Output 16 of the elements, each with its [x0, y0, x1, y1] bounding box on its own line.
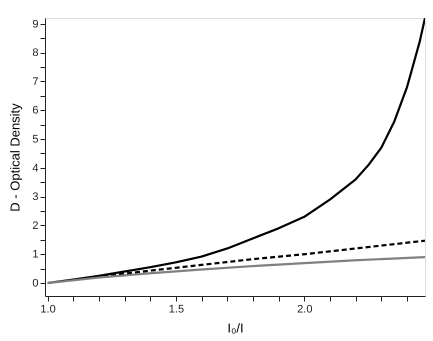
y-tick-label: 4	[32, 162, 38, 174]
y-tick-label: 7	[32, 76, 38, 88]
y-tick-label: 3	[32, 191, 38, 204]
x-tick-label: 1.5	[168, 304, 184, 316]
y-tick-label: 0	[32, 278, 38, 290]
y-tick-label: 2	[32, 220, 38, 232]
y-tick-label: 9	[32, 18, 38, 30]
y-tick-label: 5	[32, 133, 38, 146]
y-tick-label: 1	[32, 248, 38, 261]
x-tick-label: 2.0	[297, 304, 312, 316]
y-tick-label: 6	[32, 104, 38, 117]
x-axis-title: I₀/I	[227, 320, 244, 336]
x-tick-label: 1.0	[40, 304, 56, 316]
y-axis-title: D - Optical Density	[7, 102, 22, 212]
y-tick-label: 8	[32, 47, 38, 60]
line-series	[46, 256, 425, 284]
